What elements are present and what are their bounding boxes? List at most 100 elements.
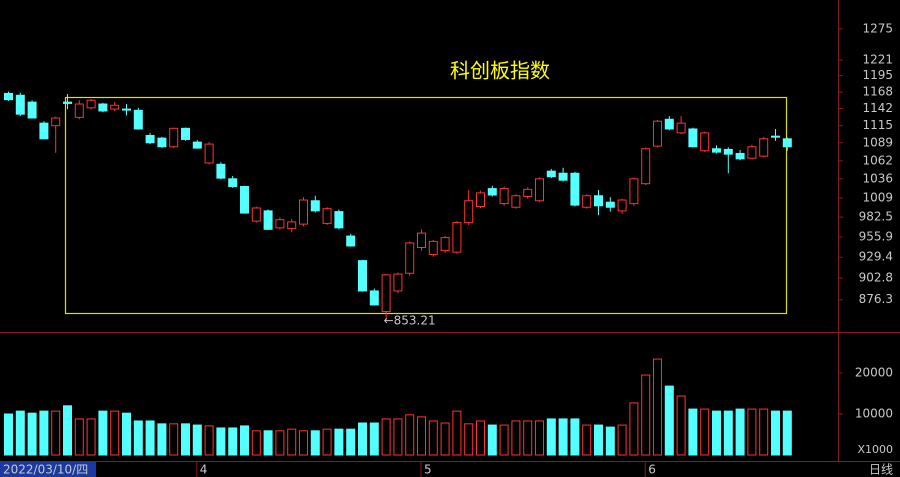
volume-bar [192, 424, 202, 456]
volume-bar [641, 374, 651, 456]
volume-bar [782, 410, 792, 456]
y-tick-label: 1089 [862, 135, 893, 149]
y-tick-label: 1168 [862, 85, 893, 99]
volume-bar [664, 385, 674, 456]
candle-body [74, 103, 84, 118]
x-tick-label: 5 [424, 463, 432, 477]
volume-bar [723, 410, 733, 456]
candle-body [688, 128, 698, 148]
candle-body [157, 137, 167, 148]
candle-body [464, 200, 474, 224]
y-tick-label: 982.5 [859, 210, 893, 224]
volume-bar [86, 418, 96, 456]
volume-bar [558, 418, 568, 456]
candle-body [476, 192, 485, 208]
candle-body [216, 163, 226, 179]
candle-body [712, 148, 721, 153]
candle-body [535, 178, 544, 202]
period-label[interactable]: 日线 [869, 463, 893, 477]
volume-bar [381, 418, 391, 456]
volume-bar [334, 428, 344, 456]
candle-body [251, 207, 261, 222]
volume-bar [417, 416, 426, 456]
candle-body [393, 273, 403, 292]
y-tick-label: 1275 [862, 21, 893, 35]
y-tick-label: 1221 [862, 53, 893, 67]
candle-body [617, 199, 627, 212]
volume-bar [110, 410, 120, 456]
volume-bar [145, 420, 155, 456]
y-tick-label: 1062 [862, 153, 893, 167]
y-tick-label: 902.8 [859, 271, 893, 285]
volume-bar [629, 402, 639, 456]
volume-bar [39, 410, 49, 456]
candle-body [240, 186, 249, 214]
candle-body [275, 219, 285, 229]
volume-tick-label: 10000 [855, 407, 893, 421]
candle-body [570, 172, 580, 206]
candle-body [63, 101, 72, 104]
candle-body [27, 101, 37, 119]
volume-bar [358, 422, 367, 456]
volume-bar [771, 410, 780, 456]
candle-body [369, 290, 379, 306]
volume-bar [428, 420, 438, 456]
volume-tick-label: 20000 [855, 366, 893, 380]
low-annotation: ←853.21 [384, 314, 436, 328]
y-tick-label: 876.3 [859, 292, 893, 306]
candle-body [700, 132, 710, 152]
volume-bar [181, 423, 190, 456]
volume-bar [228, 427, 238, 456]
candle-body [771, 135, 780, 138]
candle-body [664, 118, 674, 130]
candle-body [322, 208, 332, 224]
volume-bar [653, 358, 662, 456]
volume-bar [582, 424, 592, 456]
candle-body [122, 108, 131, 111]
candle-body [558, 172, 568, 181]
volume-bar [275, 430, 285, 456]
candle-body [169, 127, 179, 148]
candle-body [133, 109, 143, 130]
volume-bar [487, 424, 497, 456]
candle-body [546, 170, 556, 178]
candle-body [629, 178, 639, 205]
volume-bar [263, 430, 273, 456]
candle-body [735, 152, 745, 160]
candle-body [511, 195, 521, 208]
highlight-box [64, 96, 788, 315]
volume-bar [169, 423, 179, 456]
candle-body [641, 148, 651, 185]
volume-bar [712, 410, 721, 456]
volume-bar [688, 408, 698, 456]
volume-bar [369, 422, 379, 456]
date-highlight [0, 462, 96, 477]
volume-bar [747, 408, 757, 456]
candle-body [523, 188, 533, 197]
x-tick-label: 6 [648, 463, 656, 477]
volume-bar [452, 410, 462, 456]
volume-bar [535, 420, 544, 456]
candle-body [15, 94, 25, 115]
candle-body [605, 201, 615, 208]
candle-body [499, 188, 509, 205]
candle-body [346, 235, 356, 247]
volume-bar [133, 420, 143, 456]
candle-body [228, 178, 238, 188]
candle-body [181, 127, 190, 140]
candle-body [299, 199, 308, 225]
x-tick-label: 4 [200, 463, 208, 477]
y-tick-label: 1142 [862, 101, 893, 115]
volume-bar [204, 425, 214, 456]
candle-body [440, 237, 450, 252]
volume-bar [735, 408, 745, 456]
candle-body [723, 148, 733, 155]
candle-body [428, 240, 438, 255]
candle-body [98, 103, 108, 112]
volume-bar [322, 428, 332, 456]
volume-bar [251, 430, 261, 456]
candle-body [204, 143, 214, 164]
volume-bar [74, 418, 84, 456]
